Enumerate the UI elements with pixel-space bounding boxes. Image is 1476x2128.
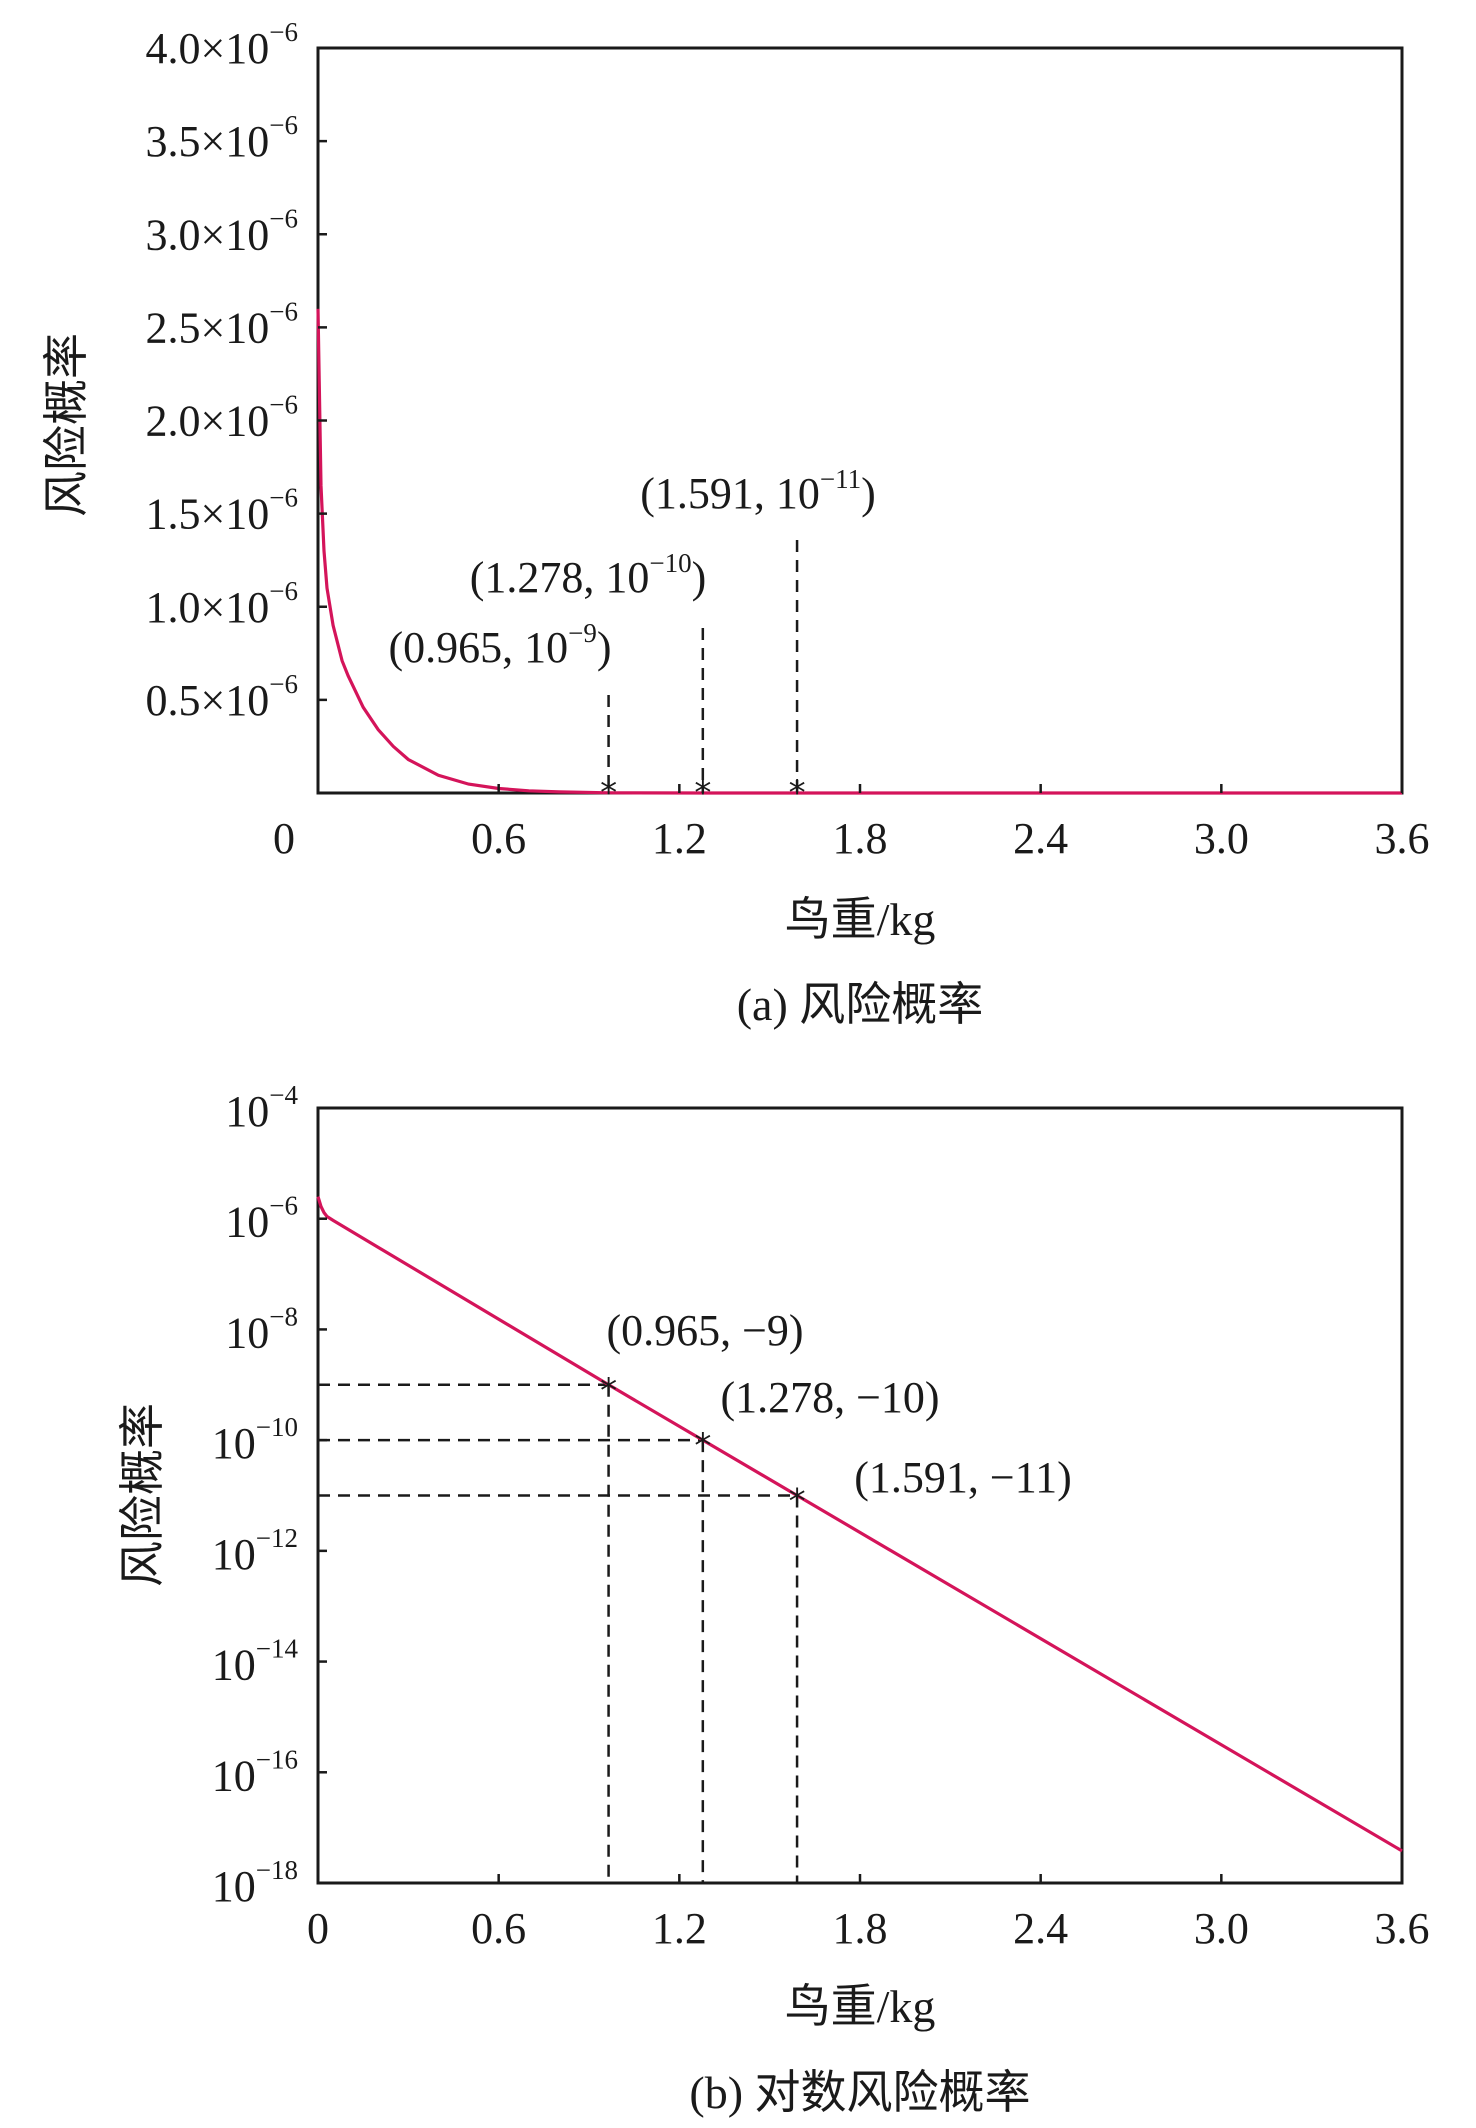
x-tick-label-b: 1.8	[833, 1904, 888, 1953]
x-tick-label-a: 0	[273, 814, 295, 863]
caption-a: (a) 风险概率	[737, 979, 984, 1030]
x-tick-label-a: 1.8	[833, 814, 888, 863]
series-line-b	[316, 1196, 1403, 1853]
x-axis-label-a: 鸟重/kg	[785, 894, 936, 945]
marker-point-b: *	[789, 1482, 806, 1522]
marker-point-b: *	[600, 1371, 617, 1411]
y-axis-label-a: 风险概率	[41, 333, 92, 517]
y-tick-label-b: 10−14	[212, 1634, 299, 1690]
marker-layer-a: * (0.965, 10−9) * (1.278, 10−10) * (1.591, 10…	[388, 464, 875, 813]
y-tick-label-b: 10−16	[212, 1744, 298, 1800]
guide-layer-b	[318, 1383, 799, 1883]
tick-layer-a: 0 0.6 1.2 1.8 2.4 3.0 3.6 0.5×10−6 1.0×10−6 1.5×1…	[145, 17, 1429, 863]
y-tick-label-b: 10−6	[225, 1191, 298, 1247]
series-layer-b	[316, 1196, 1403, 1853]
marker-label-a: (1.278, 10−10)	[470, 548, 707, 602]
y-tick-label-a: 2.5×10−6	[145, 296, 298, 352]
y-tick-label-a: 3.0×10−6	[145, 203, 298, 259]
marker-label-b: (0.965, −9)	[606, 1306, 803, 1355]
x-tick-label-b: 1.2	[652, 1904, 707, 1953]
x-tick-label-b: 3.6	[1375, 1904, 1430, 1953]
panel-a-risk-probability: * (0.965, 10−9) * (1.278, 10−10) * (1.591, 10…	[41, 17, 1430, 1030]
y-tick-label-b: 10−18	[212, 1855, 298, 1911]
tick-layer-b: 0 0.6 1.2 1.8 2.4 3.0 3.6 10−4 10−6 10−8 10−10 10−1…	[212, 1080, 1430, 1953]
panel-b-log-risk-probability: *(0.965, −9)*(1.278, −10)* (1.591, −11) 0…	[117, 1080, 1430, 2118]
marker-label-b: (1.591, −11)	[854, 1453, 1072, 1502]
y-tick-label-a: 0.5×10−6	[145, 669, 298, 725]
caption-b: (b) 对数风险概率	[689, 2067, 1030, 2118]
series-layer-a	[316, 308, 1402, 795]
marker-label-a: (0.965, 10−9)	[388, 618, 611, 672]
marker-label-a: (1.591, 10−11)	[640, 464, 876, 518]
y-tick-label-b: 10−10	[212, 1412, 298, 1468]
x-tick-label-b: 0.6	[471, 1904, 526, 1953]
marker-point-a: *	[600, 773, 617, 813]
y-axis-label-b: 风险概率	[117, 1403, 168, 1587]
y-tick-label-a: 1.5×10−6	[145, 483, 298, 539]
x-tick-label-b: 0	[307, 1904, 329, 1953]
x-tick-label-b: 2.4	[1013, 1904, 1068, 1953]
y-tick-label-a: 4.0×10−6	[145, 17, 298, 73]
series-line-a	[316, 308, 1402, 795]
x-tick-label-a: 0.6	[471, 814, 526, 863]
y-tick-label-b: 10−4	[225, 1080, 298, 1136]
marker-layer-b: *(0.965, −9)*(1.278, −10)* (1.591, −11)	[600, 1306, 1072, 1522]
y-tick-label-b: 10−8	[225, 1301, 298, 1357]
marker-point-b: *	[694, 1426, 711, 1466]
y-tick-label-a: 3.5×10−6	[145, 110, 298, 166]
marker-point-a: *	[789, 773, 806, 813]
marker-label-b: (1.278, −10)	[720, 1373, 939, 1422]
x-axis-label-b: 鸟重/kg	[785, 1981, 936, 2032]
x-tick-label-a: 3.6	[1375, 814, 1430, 863]
y-tick-label-a: 1.0×10−6	[145, 576, 298, 632]
x-tick-label-a: 2.4	[1013, 814, 1068, 863]
x-tick-label-b: 3.0	[1194, 1904, 1249, 1953]
plot-frame-a	[316, 46, 1404, 795]
x-tick-label-a: 1.2	[652, 814, 707, 863]
marker-point-a: *	[694, 773, 711, 813]
x-tick-label-a: 3.0	[1194, 814, 1249, 863]
y-tick-label-a: 2.0×10−6	[145, 390, 298, 446]
y-tick-label-b: 10−12	[212, 1523, 298, 1579]
